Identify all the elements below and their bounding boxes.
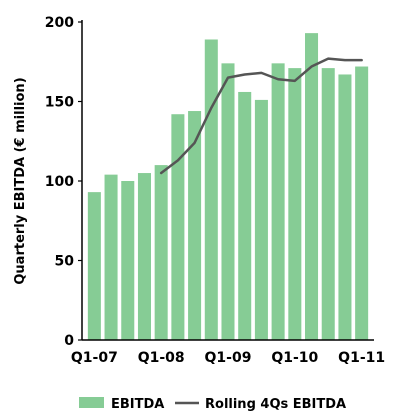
x-tick-label: Q1-07 [71, 350, 118, 366]
bar-q1-10 [288, 68, 302, 341]
axes-layer [78, 20, 374, 341]
x-tick-labels: Q1-07 Q1-08 Q1-09 Q1-10 Q1-11 [71, 350, 385, 366]
x-tick-label: Q1-09 [205, 350, 252, 366]
bar-q3-10 [321, 68, 335, 341]
line-layer [159, 57, 363, 175]
legend: EBITDA Rolling 4Qs EBITDA [79, 397, 346, 412]
bar-q2-10 [305, 33, 319, 340]
bar-q4-08 [204, 39, 218, 341]
y-tick-label: 100 [45, 174, 74, 190]
y-tick-labels: 0 50 100 150 200 [45, 15, 74, 349]
bar-q1-09 [221, 63, 235, 341]
bar-q4-09 [271, 63, 285, 341]
bar-q2-08 [171, 114, 185, 340]
bar-q3-08 [188, 111, 202, 340]
legend-swatch-ebitda [79, 397, 104, 408]
bar-q2-07 [104, 174, 118, 340]
y-tick-label: 200 [45, 15, 74, 31]
bar-q2-09 [238, 91, 252, 341]
x-tick-label: Q1-10 [271, 350, 318, 366]
y-tick-label: 0 [64, 333, 74, 349]
y-axis-title: Quarterly EBITDA (€ million) [13, 77, 28, 284]
legend-label-rolling: Rolling 4Qs EBITDA [205, 397, 346, 412]
bar-q3-07 [121, 181, 135, 340]
legend-label-ebitda: EBITDA [111, 397, 164, 412]
bar-q3-09 [254, 99, 268, 340]
bar-q4-07 [137, 173, 151, 340]
bar-q4-10 [338, 74, 352, 340]
y-tick-label: 150 [45, 95, 74, 111]
x-tick-label: Q1-11 [338, 350, 385, 366]
bar-q1-08 [154, 165, 168, 340]
bar-q1-11 [355, 66, 369, 341]
bars-layer [87, 33, 369, 341]
x-tick-label: Q1-08 [138, 350, 185, 366]
y-tick-label: 50 [55, 254, 75, 270]
rolling-4qs-line [159, 57, 363, 175]
bar-q1-07 [87, 192, 101, 340]
